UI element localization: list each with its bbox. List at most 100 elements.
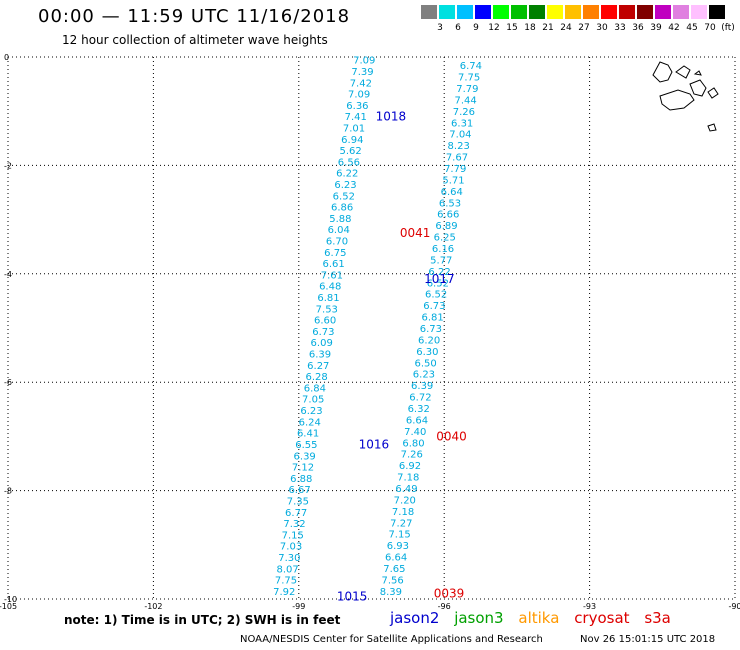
color-scale-label: 15 <box>506 23 518 33</box>
track-west-value: 7.92 <box>273 587 295 598</box>
track-west-value: 6.81 <box>317 293 339 304</box>
color-scale-label: 6 <box>455 23 461 33</box>
y-tick-label: 0 <box>4 53 9 62</box>
track-west-value: 6.28 <box>305 372 327 383</box>
track-mid-value: 6.80 <box>402 438 424 449</box>
y-tick-label: -4 <box>4 270 12 279</box>
x-tick-label: -105 <box>0 602 17 611</box>
track-mid-value: 8.39 <box>380 587 402 598</box>
track-west-value: 6.73 <box>312 327 334 338</box>
track-west-value: 6.77 <box>285 508 307 519</box>
track-mid-value: 6.16 <box>432 244 454 255</box>
color-scale-swatch <box>637 5 653 19</box>
track-mid-value: 7.18 <box>392 507 414 518</box>
track-west-value: 6.84 <box>304 383 326 394</box>
track-west-value: 7.75 <box>275 576 297 587</box>
track-mid-value: 7.04 <box>449 130 471 141</box>
color-scale-label: 3 <box>437 23 443 33</box>
track-west-value: 6.52 <box>333 191 355 202</box>
color-scale-swatch <box>565 5 581 19</box>
pass-label: 1016 <box>359 438 390 452</box>
color-scale-label: 9 <box>473 23 479 33</box>
track-west-value: 7.05 <box>302 395 324 406</box>
track-west-value: 6.55 <box>295 440 317 451</box>
track-west-value: 7.41 <box>345 112 367 123</box>
pass-label: 1017 <box>424 272 455 286</box>
track-west-value: 7.32 <box>283 519 305 530</box>
color-scale-swatch <box>583 5 599 19</box>
track-mid-value: 6.22 <box>428 267 450 278</box>
track-west-value: 6.23 <box>334 180 356 191</box>
track-west-value: 6.88 <box>290 474 312 485</box>
track-mid-value: 6.64 <box>441 187 463 198</box>
track-west-value: 6.86 <box>331 203 353 214</box>
track-mid-value: 7.75 <box>458 73 480 84</box>
track-mid-value: 7.26 <box>401 450 423 461</box>
legend-jason2: jason2 <box>390 609 440 627</box>
track-mid-value: 6.73 <box>420 324 442 335</box>
track-west-value: 8.07 <box>277 564 299 575</box>
track-west-value: 7.09 <box>348 90 370 101</box>
track-west-value: 6.60 <box>314 316 336 327</box>
color-scale-swatch <box>475 5 491 19</box>
color-scale-swatch <box>655 5 671 19</box>
track-mid-value: 7.18 <box>397 473 419 484</box>
x-tick-label: -93 <box>583 602 596 611</box>
color-scale-label: 42 <box>668 23 680 33</box>
pass-label: 1015 <box>337 589 368 603</box>
track-mid-value: 6.72 <box>409 393 431 404</box>
chart-subtitle: 12 hour collection of altimeter wave hei… <box>62 33 328 47</box>
track-west-value: 6.41 <box>297 429 319 440</box>
track-mid-value: 8.23 <box>448 141 470 152</box>
axis-ticks: -105 -102 -99 -96 -93 -90 0 -2 -4 -6 -8 -10 <box>0 53 740 611</box>
track-west-value: 6.04 <box>328 225 350 236</box>
track-mid-value: 7.65 <box>383 564 405 575</box>
track-mid-value: 6.81 <box>421 313 443 324</box>
color-scale-label: (ft) <box>721 23 735 33</box>
track-west-value: 6.09 <box>311 338 333 349</box>
color-scale-label: 18 <box>524 23 536 33</box>
chart-title: 00:00 — 11:59 UTC 11/16/2018 <box>38 6 351 27</box>
track-mid-value: 7.56 <box>381 575 403 586</box>
track-west-value: 6.39 <box>309 350 331 361</box>
color-scale-swatch <box>529 5 545 19</box>
color-scale-swatch <box>511 5 527 19</box>
track-west-value: 5.88 <box>329 214 351 225</box>
track-mid-value: 7.27 <box>390 518 412 529</box>
track-west-value: 6.36 <box>346 101 368 112</box>
color-scale-swatch <box>457 5 473 19</box>
color-scale-label: 27 <box>578 23 590 33</box>
color-scale-label: 45 <box>686 23 698 33</box>
color-scale-swatch <box>619 5 635 19</box>
track-mid-value: 6.20 <box>418 335 440 346</box>
legend-altika: altika <box>518 609 560 627</box>
track-mid-value: 6.31 <box>451 118 473 129</box>
track-mid-value: 6.93 <box>387 541 409 552</box>
track-west-value: 6.27 <box>307 361 329 372</box>
color-scale-label: 39 <box>650 23 662 33</box>
track-west-value: 7.03 <box>280 542 302 553</box>
pass-label: 0040 <box>436 429 467 443</box>
chart-note: note: 1) Time is in UTC; 2) SWH is in fe… <box>64 613 341 627</box>
track-mid-value: 6.64 <box>406 415 428 426</box>
track-west-value: 7.09 <box>353 56 375 67</box>
track-west-value: 6.94 <box>341 135 363 146</box>
track-west-value: 5.62 <box>339 146 361 157</box>
track-mid-value: 7.79 <box>444 164 466 175</box>
track-west-values: 7.097.397.427.096.367.417.016.945.626.56… <box>273 56 375 598</box>
color-scale-swatch <box>547 5 563 19</box>
track-west-value: 7.15 <box>282 530 304 541</box>
track-mid-value: 6.39 <box>411 381 433 392</box>
y-tick-label: -6 <box>4 378 12 387</box>
track-mid-value: 6.52 <box>425 290 447 301</box>
coastline-galapagos <box>652 61 719 132</box>
track-mid-value: 6.89 <box>435 221 457 232</box>
track-mid-value: 6.30 <box>416 347 438 358</box>
legend-jason3: jason3 <box>454 609 504 627</box>
track-west-value: 6.75 <box>324 248 346 259</box>
track-mid-value: 6.66 <box>437 210 459 221</box>
track-mid-value: 6.49 <box>395 484 417 495</box>
track-west-value: 6.24 <box>299 417 321 428</box>
track-mid-value: 6.23 <box>413 370 435 381</box>
